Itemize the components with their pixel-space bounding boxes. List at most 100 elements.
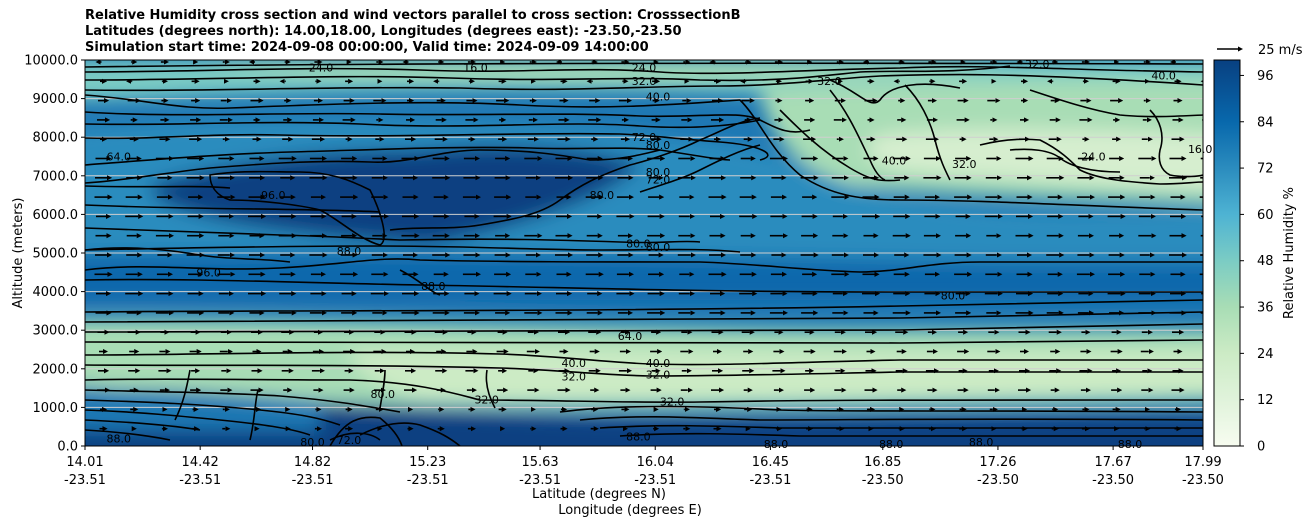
colorbar: 0 12 24 36 48 60 72 84 96 Relative Humidity % [1213, 59, 1297, 455]
colorbar-tick-label: 72 [1257, 162, 1274, 177]
colorbar-tick-label: 84 [1257, 115, 1274, 130]
contour-line [389, 117, 761, 231]
x-tick-label-lat: 17.67 [1095, 455, 1132, 470]
contour-label: 88.0 [106, 432, 131, 445]
contour-line [85, 311, 1203, 323]
contour-line [85, 339, 1203, 345]
contour-label: 32.0 [474, 394, 499, 407]
contour-label: 32.0 [632, 75, 657, 88]
contour-label: 40.0 [882, 154, 907, 167]
contour-label: 24.0 [632, 62, 657, 75]
contour-label: 32.0 [646, 369, 671, 382]
contour-line [85, 62, 1203, 68]
contour-label: 40.0 [562, 357, 587, 370]
y-axis: 0.0 1000.0 2000.0 3000.0 4000.0 5000.0 6000.0 7… [24, 54, 85, 455]
x-tick-label-lon: -23.50 [1092, 473, 1134, 488]
x-tick-label-lat: 16.04 [637, 455, 674, 470]
dry-core-right [866, 129, 1203, 189]
y-tick-label: 7000.0 [33, 169, 79, 184]
colorbar-ticks: 0 12 24 36 48 60 72 84 96 [1240, 69, 1274, 455]
x-tick-label-lon: -23.51 [519, 473, 561, 488]
contour-label: 80.0 [590, 189, 615, 202]
contour-label: 80.0 [646, 139, 671, 152]
contour-line [619, 432, 1203, 437]
contour-line [85, 258, 1203, 273]
x-tick-label-lat: 14.01 [66, 455, 103, 470]
x-tick-label-lon: -23.51 [634, 473, 676, 488]
colorbar-tick-label: 60 [1257, 208, 1274, 223]
contour-line [829, 89, 886, 181]
contour-line [359, 422, 461, 446]
wind-key-label: 25 m/s [1258, 43, 1303, 58]
y-tick-label: 2000.0 [33, 362, 79, 377]
contour-label: 88.0 [421, 280, 446, 293]
contour-label: 24.0 [1081, 151, 1106, 164]
saturated-core [150, 145, 640, 245]
contour-label: 88.0 [969, 436, 994, 449]
contour-label: 32.0 [562, 371, 587, 384]
colorbar-tick-label: 36 [1257, 301, 1274, 316]
colorbar-tick-label: 24 [1257, 347, 1274, 362]
contour-label: 32.0 [817, 75, 842, 88]
x-tick-label-lat: 15.63 [521, 455, 558, 470]
contour-line [174, 369, 191, 421]
contour-line [579, 416, 1203, 421]
x-tick-label-lat: 17.99 [1184, 455, 1221, 470]
contour-label: 40.0 [646, 91, 671, 104]
contour-line [85, 94, 741, 110]
contour-label: 32.0 [660, 396, 685, 409]
contour-line [85, 73, 1203, 92]
x-tick-label-lat: 16.45 [752, 455, 789, 470]
contour-label: 72.0 [646, 174, 671, 187]
contour-line [85, 364, 1203, 377]
colorbar-tick-label: 12 [1257, 393, 1274, 408]
x-tick-label-lon: -23.51 [407, 473, 449, 488]
contour-label: 88.0 [1118, 438, 1143, 451]
contour-line [85, 227, 701, 244]
contour-line [85, 399, 341, 426]
x-tick-label-lat: 16.85 [864, 455, 901, 470]
contour-label: 80.0 [371, 388, 396, 401]
colorbar-tick-label: 96 [1257, 69, 1274, 84]
contour-line [85, 299, 1203, 313]
y-tick-label: 5000.0 [33, 247, 79, 262]
contour-line [1149, 109, 1203, 178]
contour-line [85, 185, 231, 189]
contour-line [209, 170, 385, 246]
contour-label: 40.0 [1151, 69, 1176, 82]
y-tick-label: 3000.0 [33, 324, 79, 339]
x-tick-label-lon: -23.50 [977, 473, 1019, 488]
y-tick-label: 4000.0 [33, 285, 79, 300]
contour-line [85, 278, 1203, 293]
y-tick-label: 0.0 [57, 440, 78, 455]
y-axis-label: Altitude (meters) [11, 198, 26, 309]
contour-label: 80.0 [646, 166, 671, 179]
contour-label: 88.0 [764, 438, 789, 451]
boundary-layer-upper [85, 388, 320, 430]
contour-line [85, 378, 1203, 404]
colorbar-frame [1213, 59, 1241, 447]
x-tick-label-lon: -23.51 [179, 473, 221, 488]
x-tick-label-lat: 15.23 [409, 455, 446, 470]
contour-line [559, 405, 1203, 413]
x-axis-label-longitude: Longitude (degrees E) [558, 503, 702, 518]
contour-label: 72.0 [632, 131, 657, 144]
contour-line [779, 109, 901, 182]
contour-line [639, 144, 761, 193]
contour-label: 24.0 [309, 62, 334, 75]
contour-label: 88.0 [337, 245, 362, 258]
x-tick-label-lat: 14.82 [294, 455, 331, 470]
x-tick-label-lat: 17.26 [979, 455, 1016, 470]
contour-line [249, 389, 259, 441]
contour-line [85, 146, 731, 166]
contour-label: 72.0 [337, 434, 362, 447]
contour-line [85, 204, 381, 213]
x-tick-label-lon: -23.50 [862, 473, 904, 488]
wind-key: 25 m/s [1217, 43, 1303, 58]
contour-lines [85, 62, 1203, 446]
contour-label: 64.0 [618, 330, 643, 343]
contour-line [85, 245, 741, 253]
chart-title-line-1: Relative Humidity cross section and wind… [85, 8, 741, 23]
contour-label: 40.0 [646, 357, 671, 370]
